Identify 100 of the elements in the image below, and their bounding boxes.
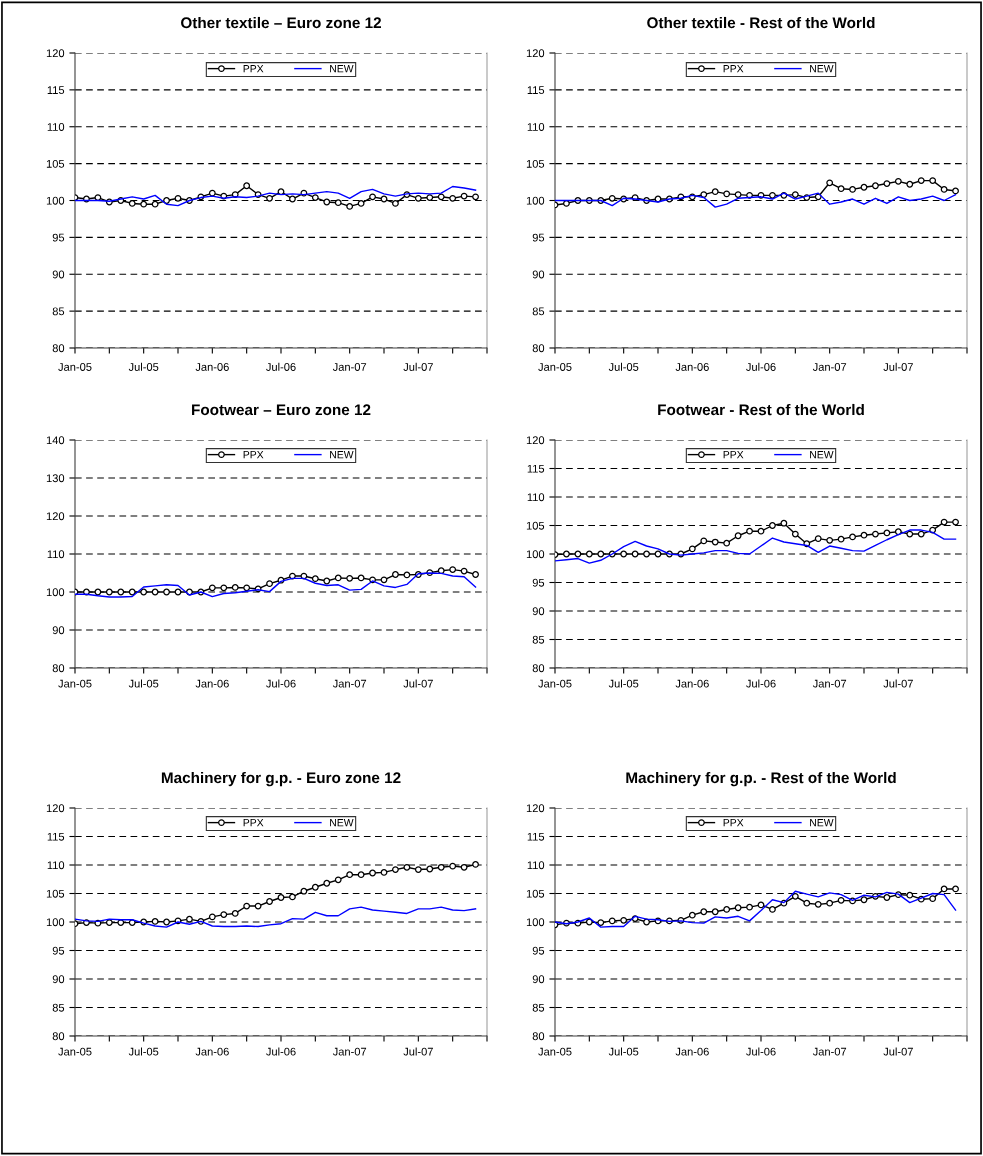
x-tick-label: Jul-05 xyxy=(608,362,639,371)
y-tick-label: 80 xyxy=(52,1032,65,1041)
y-tick-label: 110 xyxy=(527,493,545,502)
x-tick-label: Jan-06 xyxy=(675,1047,709,1056)
x-tick-label: Jul-05 xyxy=(128,679,159,688)
y-tick-label: 130 xyxy=(46,474,65,483)
legend-label: PPX xyxy=(723,451,744,459)
y-tick-label: 115 xyxy=(47,86,65,95)
y-tick-label: 80 xyxy=(532,664,545,673)
y-tick-label: 105 xyxy=(46,159,65,168)
y-tick-label: 80 xyxy=(532,1032,545,1041)
x-tick-label: Jul-07 xyxy=(403,362,433,371)
legend-label: PPX xyxy=(243,819,264,827)
legend-label: PPX xyxy=(723,65,744,73)
y-tick-label: 115 xyxy=(47,832,65,841)
y-tick-label: 95 xyxy=(52,946,65,955)
chart-title: Other textile - Rest of the World xyxy=(647,16,875,29)
x-tick-label: Jan-06 xyxy=(195,679,229,688)
y-tick-label: 80 xyxy=(52,664,65,673)
y-tick-label: 120 xyxy=(46,804,65,813)
x-tick-label: Jul-07 xyxy=(403,679,433,688)
y-tick-label: 105 xyxy=(526,521,545,530)
y-tick-label: 120 xyxy=(46,49,65,58)
y-tick-label: 120 xyxy=(526,49,545,58)
chart-title: Other textile – Euro zone 12 xyxy=(181,16,381,29)
x-tick-label: Jul-07 xyxy=(883,679,913,688)
x-tick-label: Jul-07 xyxy=(403,1047,433,1056)
x-tick-label: Jul-06 xyxy=(266,362,296,371)
y-tick-label: 85 xyxy=(532,635,545,644)
y-tick-label: 90 xyxy=(532,975,545,984)
x-tick-label: Jan-06 xyxy=(675,679,709,688)
y-tick-label: 100 xyxy=(46,588,65,597)
x-tick-label: Jan-06 xyxy=(675,363,709,371)
y-tick-label: 95 xyxy=(532,946,545,955)
x-tick-label: Jul-07 xyxy=(883,362,913,371)
chart-title: Footwear – Euro zone 12 xyxy=(192,404,371,416)
x-tick-label: Jul-06 xyxy=(746,679,776,688)
x-tick-label: Jan-07 xyxy=(332,363,367,371)
y-tick-label: 100 xyxy=(526,550,545,559)
y-tick-label: 100 xyxy=(526,918,545,927)
y-tick-label: 90 xyxy=(52,270,65,279)
y-tick-label: 110 xyxy=(47,123,65,131)
x-tick-label: Jan-07 xyxy=(332,679,367,688)
legend-label: PPX xyxy=(723,819,744,827)
y-tick-label: 95 xyxy=(52,233,65,242)
legend-label: NEW xyxy=(330,819,354,827)
x-tick-label: Jul-05 xyxy=(128,362,159,371)
x-tick-label: Jan-06 xyxy=(195,1047,229,1056)
y-tick-label: 120 xyxy=(526,804,545,813)
y-tick-label: 105 xyxy=(526,159,545,168)
x-tick-label: Jan-05 xyxy=(58,1047,92,1056)
y-tick-label: 115 xyxy=(527,832,545,841)
y-tick-label: 110 xyxy=(527,123,545,131)
y-tick-label: 80 xyxy=(532,344,545,353)
x-tick-label: Jan-07 xyxy=(812,679,847,688)
y-tick-label: 85 xyxy=(532,1003,545,1012)
y-tick-label: 110 xyxy=(47,861,65,870)
y-tick-label: 115 xyxy=(527,86,545,95)
legend-label: NEW xyxy=(330,451,354,459)
x-tick-label: Jan-07 xyxy=(812,1047,847,1056)
y-tick-label: 100 xyxy=(46,196,65,205)
chart-title: Footwear - Rest of the World xyxy=(658,403,864,416)
y-tick-label: 100 xyxy=(526,196,545,205)
x-tick-label: Jul-06 xyxy=(266,1047,296,1056)
y-tick-label: 105 xyxy=(526,889,545,898)
chart-title: Machinery for g.p. - Rest of the World xyxy=(626,771,896,787)
x-tick-label: Jan-05 xyxy=(58,679,92,688)
y-tick-label: 90 xyxy=(532,607,545,616)
x-tick-label: Jul-06 xyxy=(266,679,296,688)
x-tick-label: Jan-07 xyxy=(812,363,847,371)
x-tick-label: Jan-07 xyxy=(332,1047,367,1056)
y-tick-label: 85 xyxy=(52,307,65,316)
y-tick-label: 110 xyxy=(527,861,545,870)
y-tick-label: 90 xyxy=(52,975,65,984)
x-tick-label: Jul-06 xyxy=(746,1047,776,1056)
y-tick-label: 95 xyxy=(532,578,545,587)
y-tick-label: 90 xyxy=(52,626,65,635)
y-tick-label: 140 xyxy=(46,436,65,445)
legend-label: NEW xyxy=(810,819,834,827)
legend-label: NEW xyxy=(330,65,354,73)
y-tick-label: 105 xyxy=(46,889,65,898)
y-tick-label: 95 xyxy=(532,233,545,242)
y-tick-label: 120 xyxy=(526,436,545,445)
x-tick-label: Jul-07 xyxy=(883,1047,913,1056)
x-tick-label: Jul-05 xyxy=(608,1047,639,1056)
x-tick-label: Jan-05 xyxy=(538,363,572,371)
y-tick-label: 110 xyxy=(47,550,65,559)
legend-label: PPX xyxy=(243,65,264,73)
chart-title: Machinery for g.p. - Euro zone 12 xyxy=(161,771,401,787)
y-tick-label: 120 xyxy=(46,512,65,521)
y-tick-label: 85 xyxy=(52,1003,65,1012)
y-tick-label: 90 xyxy=(532,270,545,279)
x-tick-label: Jan-06 xyxy=(195,363,229,371)
legend-label: NEW xyxy=(810,65,834,73)
legend-label: NEW xyxy=(810,451,834,459)
x-tick-label: Jan-05 xyxy=(538,679,572,688)
x-tick-label: Jan-05 xyxy=(538,1047,572,1056)
x-tick-label: Jul-05 xyxy=(128,1047,159,1056)
legend-label: PPX xyxy=(243,451,264,459)
y-tick-label: 115 xyxy=(527,464,545,473)
